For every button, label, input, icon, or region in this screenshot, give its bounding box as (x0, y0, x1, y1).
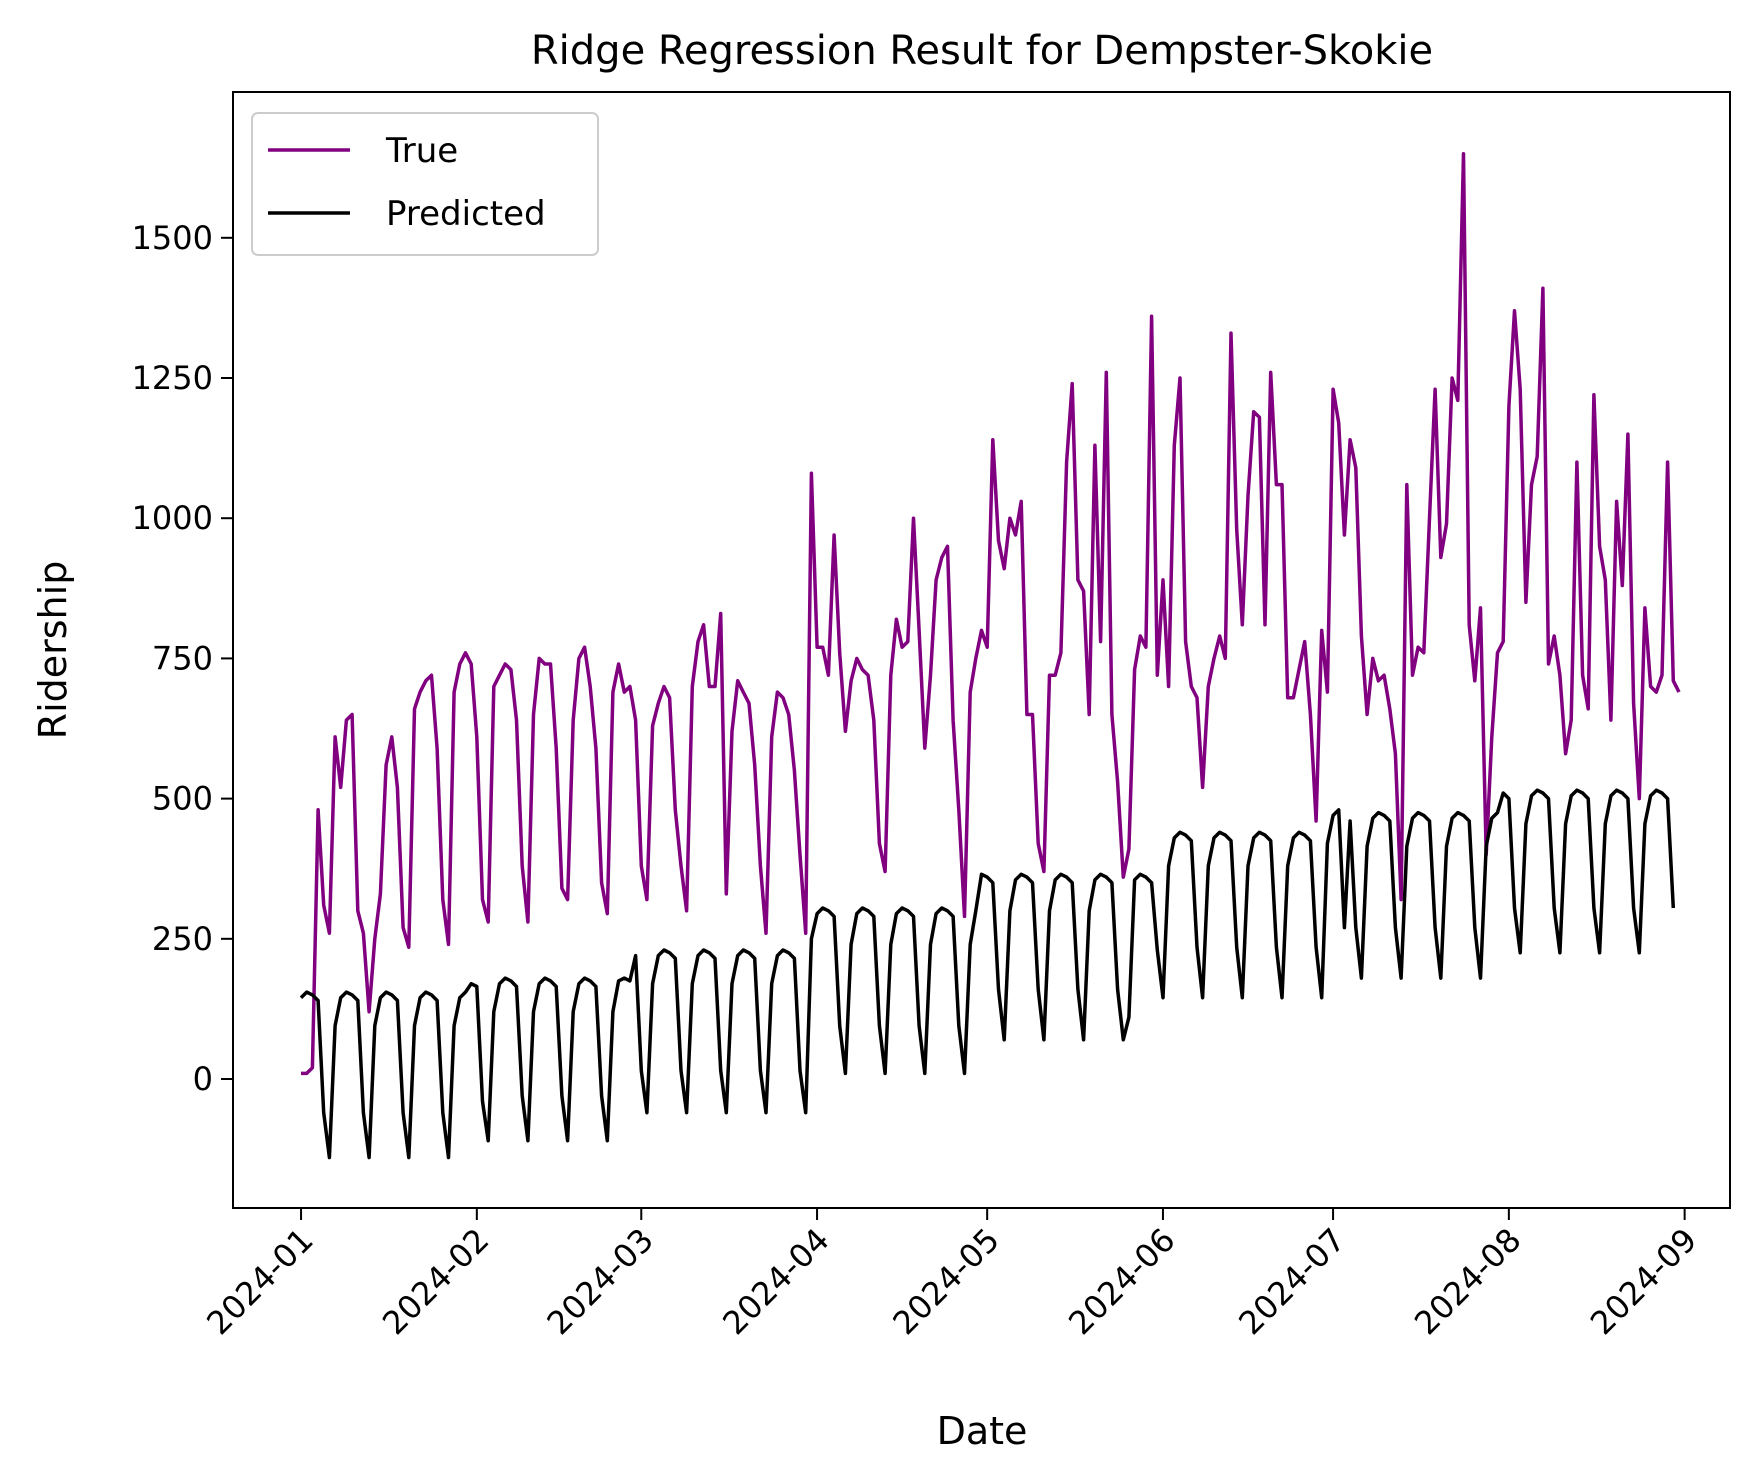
plot-frame (232, 91, 1731, 1209)
y-tick-label: 750 (152, 639, 213, 677)
plot-lines (299, 151, 1681, 1160)
y-tick-label: 1000 (132, 499, 213, 537)
y-axis-label: Ridership (31, 561, 75, 740)
chart-title: Ridge Regression Result for Dempster-Sko… (531, 28, 1433, 74)
legend-label-predicted: Predicted (386, 194, 546, 234)
y-tick-label: 250 (152, 920, 213, 958)
y-tick-label: 1500 (132, 219, 213, 257)
y-tick-label: 1250 (132, 359, 213, 397)
series-line-predicted (299, 788, 1676, 1160)
y-tick-label: 500 (152, 780, 213, 818)
x-axis-label: Date (937, 1409, 1028, 1453)
legend: True Predicted (251, 112, 599, 256)
series-line-true (301, 151, 1681, 1076)
y-axis: 0 250 500 750 1000 1250 1500 (132, 219, 233, 1098)
legend-label-true: True (385, 131, 458, 171)
y-tick-label: 0 (193, 1060, 213, 1098)
